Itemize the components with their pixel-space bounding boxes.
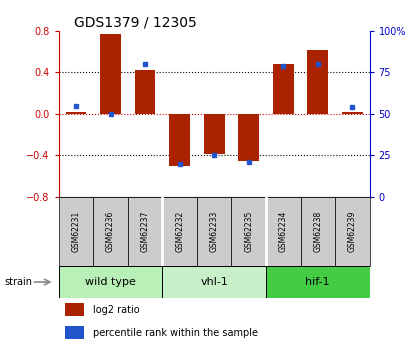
Text: percentile rank within the sample: percentile rank within the sample (93, 328, 258, 338)
Text: GDS1379 / 12305: GDS1379 / 12305 (74, 16, 197, 30)
Text: GSM62239: GSM62239 (348, 210, 357, 252)
Text: log2 ratio: log2 ratio (93, 305, 139, 315)
Bar (100, 34, 121, 114)
Text: vhl-1: vhl-1 (200, 277, 228, 287)
Bar (266, 197, 301, 266)
Text: strain: strain (4, 277, 32, 287)
Text: GSM62236: GSM62236 (106, 210, 115, 252)
Bar (301, 197, 335, 266)
Bar (342, 112, 363, 114)
Bar (231, 197, 266, 266)
Bar (163, 197, 197, 266)
Bar (93, 197, 128, 266)
Bar (66, 112, 87, 114)
Text: GSM62234: GSM62234 (279, 210, 288, 252)
Text: wild type: wild type (85, 277, 136, 287)
Bar (163, 266, 266, 298)
Text: GSM62231: GSM62231 (71, 210, 81, 252)
Bar (135, 70, 155, 114)
Text: hif-1: hif-1 (305, 277, 330, 287)
Text: GSM62233: GSM62233 (210, 210, 219, 252)
Bar (169, 114, 190, 166)
Bar (266, 266, 370, 298)
Bar (204, 114, 225, 154)
Text: GSM62235: GSM62235 (244, 210, 253, 252)
Text: GSM62238: GSM62238 (313, 210, 322, 252)
Bar (65, 326, 84, 339)
Bar (307, 50, 328, 114)
Bar (239, 114, 259, 161)
Bar (128, 197, 163, 266)
Bar (59, 197, 93, 266)
Bar (197, 197, 231, 266)
Bar (65, 303, 84, 316)
Text: GSM62237: GSM62237 (141, 210, 150, 252)
Bar (59, 266, 163, 298)
Bar (335, 197, 370, 266)
Text: GSM62232: GSM62232 (175, 210, 184, 252)
Bar (273, 64, 294, 114)
